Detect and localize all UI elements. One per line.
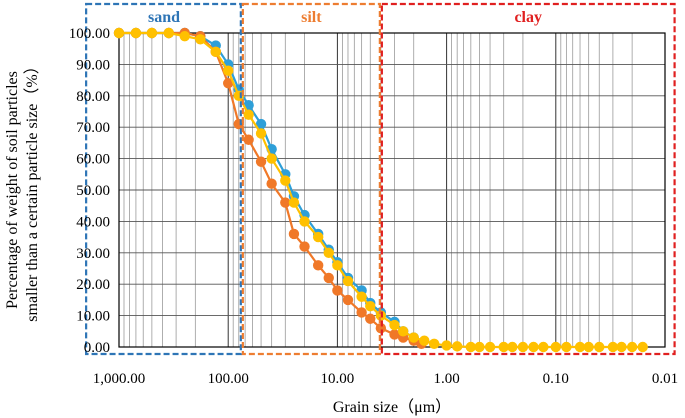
data-point: [637, 341, 648, 353]
data-point: [397, 326, 409, 337]
data-point: [332, 285, 343, 296]
data-point: [408, 332, 419, 343]
x-tick-label: 10.00: [321, 371, 355, 387]
soil-regions: sand silt clay: [85, 2, 676, 356]
data-point: [280, 197, 291, 208]
data-point: [255, 156, 267, 167]
data-point: [323, 247, 334, 258]
data-point: [389, 329, 400, 340]
y-tick-label: 50.00: [76, 183, 110, 199]
y-tick-label: 60.00: [76, 152, 110, 168]
x-axis-title: Grain size（μm）: [333, 398, 451, 416]
data-point: [583, 341, 594, 353]
data-point: [163, 27, 174, 39]
x-tick-label: 1,000.00: [93, 371, 146, 387]
data-point: [484, 341, 496, 353]
series-line: [119, 31, 643, 349]
region-label: sand: [148, 9, 180, 26]
data-point: [280, 175, 291, 186]
series-layer: [113, 27, 648, 353]
series-line: [119, 31, 415, 339]
data-point: [146, 27, 158, 39]
data-point: [365, 300, 376, 312]
region-silt: silt: [241, 2, 381, 356]
data-point: [561, 341, 572, 353]
data-point: [356, 291, 367, 302]
data-point: [312, 231, 324, 243]
y-tick-label: 0.00: [84, 340, 110, 356]
data-point: [419, 335, 430, 346]
data-point: [266, 153, 277, 164]
region-label: clay: [514, 9, 542, 26]
y-axis-title-line1: Percentage of weight of soil particles: [4, 71, 21, 309]
data-point: [243, 109, 254, 120]
y-tick-label: 10.00: [76, 309, 110, 325]
region-box: [241, 2, 381, 356]
data-point: [223, 65, 234, 76]
data-point: [210, 46, 221, 58]
data-point: [356, 307, 367, 318]
data-point: [626, 341, 638, 353]
plot-frame: [118, 32, 666, 348]
data-point: [465, 341, 477, 353]
data-point: [451, 341, 463, 352]
y-tick-label: 80.00: [76, 89, 110, 105]
data-point: [312, 260, 324, 271]
y-tick-label: 100.00: [69, 26, 110, 42]
data-point: [288, 228, 300, 240]
data-point: [255, 118, 267, 130]
data-point: [130, 27, 142, 39]
major-gridlines: [118, 32, 666, 348]
x-tick-labels: 1,000.00 100.00 10.00 1.00 0.10 0.01: [93, 371, 678, 387]
data-point: [498, 341, 509, 353]
data-point: [441, 340, 452, 351]
data-point: [507, 341, 518, 353]
y-tick-labels: 0.00 10.00 20.00 30.00 40.00 50.00 60.00 70.00 8…: [69, 26, 110, 356]
y-tick-label: 90.00: [76, 57, 110, 73]
data-point: [428, 338, 440, 350]
data-point: [550, 341, 561, 353]
data-point: [594, 341, 605, 353]
series-3: [113, 27, 648, 353]
data-point: [365, 313, 376, 324]
x-tick-label: 1.00: [433, 371, 459, 387]
data-point: [179, 30, 190, 42]
y-tick-label: 20.00: [76, 277, 110, 293]
region-clay: clay: [380, 2, 676, 356]
region-box: [380, 2, 676, 356]
x-tick-label: 100.00: [208, 371, 249, 387]
region-sand: sand: [85, 2, 242, 356]
series-1: [113, 27, 419, 343]
data-point: [255, 128, 267, 139]
data-point: [607, 341, 619, 353]
y-tick-label: 70.00: [76, 120, 110, 136]
data-point: [538, 341, 549, 353]
region-label: silt: [301, 9, 322, 26]
data-point: [342, 294, 354, 306]
data-point: [389, 319, 400, 331]
data-point: [288, 197, 300, 208]
data-point: [223, 78, 234, 89]
y-axis-title-line2: smaller than a certain particle size（%）: [23, 58, 41, 321]
data-point: [332, 260, 343, 271]
data-point: [299, 216, 310, 227]
data-point: [113, 27, 125, 39]
data-point: [323, 272, 334, 284]
region-box: [85, 2, 242, 356]
data-point: [266, 178, 277, 189]
data-point: [342, 275, 354, 287]
data-point: [616, 341, 627, 353]
data-point: [528, 341, 539, 353]
y-tick-label: 30.00: [76, 246, 110, 262]
data-point: [195, 34, 206, 45]
x-tick-label: 0.10: [543, 371, 569, 387]
y-tick-label: 40.00: [76, 214, 110, 230]
data-point: [474, 341, 485, 353]
x-tick-label: 0.01: [652, 371, 678, 387]
data-point: [299, 241, 310, 252]
data-point: [517, 341, 529, 353]
data-point: [243, 134, 254, 145]
data-point: [574, 341, 586, 353]
